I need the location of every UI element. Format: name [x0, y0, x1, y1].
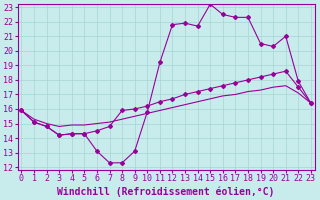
X-axis label: Windchill (Refroidissement éolien,°C): Windchill (Refroidissement éolien,°C) [58, 186, 275, 197]
